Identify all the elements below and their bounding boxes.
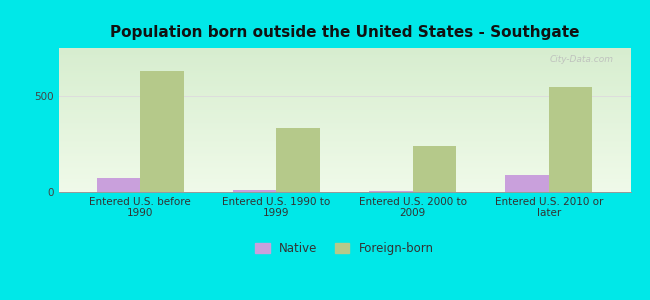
Title: Population born outside the United States - Southgate: Population born outside the United State… [110,25,579,40]
Bar [276,128,320,192]
Bar [413,146,456,192]
Bar [369,191,413,192]
Bar [505,175,549,192]
Bar [140,71,184,192]
Text: City-Data.com: City-Data.com [549,55,614,64]
Bar [233,190,276,192]
Bar [97,178,140,192]
Bar [549,87,592,192]
Legend: Native, Foreign-born: Native, Foreign-born [255,242,434,255]
